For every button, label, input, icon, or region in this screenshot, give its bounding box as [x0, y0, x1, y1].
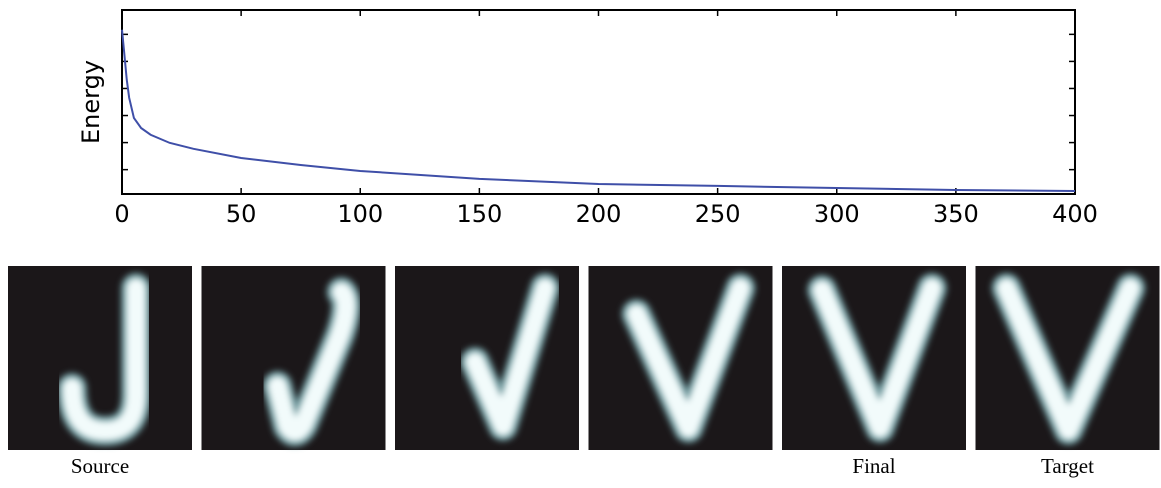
image-panel [201, 266, 386, 450]
x-tick-label: 300 [814, 200, 860, 228]
x-tick-label: 200 [576, 200, 622, 228]
glyph [267, 282, 356, 442]
glyph [996, 278, 1141, 440]
line-series [121, 29, 1076, 193]
image-panel [8, 266, 192, 450]
panel-caption: Source [71, 454, 129, 478]
x-tick-label: 50 [226, 200, 257, 228]
x-tick-label: 350 [933, 200, 979, 228]
image-panel [975, 266, 1160, 450]
panel-caption: Target [1041, 454, 1094, 478]
x-tick-label: 0 [114, 200, 129, 228]
x-tick-label: 250 [695, 200, 741, 228]
x-tick-label: 100 [337, 200, 383, 228]
panel-caption: Final [852, 454, 895, 478]
glyph [626, 278, 751, 438]
plot-frame [121, 9, 1076, 195]
x-tick-label: 400 [1052, 200, 1098, 228]
y-axis-label: Energy [77, 60, 105, 144]
glyph [812, 278, 942, 438]
image-panel [782, 266, 966, 450]
x-tick-label: 150 [456, 200, 502, 228]
glyph [62, 278, 146, 441]
image-panel [395, 266, 579, 450]
image-panels [8, 266, 1160, 450]
glyph [465, 278, 555, 436]
image-panel [588, 266, 773, 450]
